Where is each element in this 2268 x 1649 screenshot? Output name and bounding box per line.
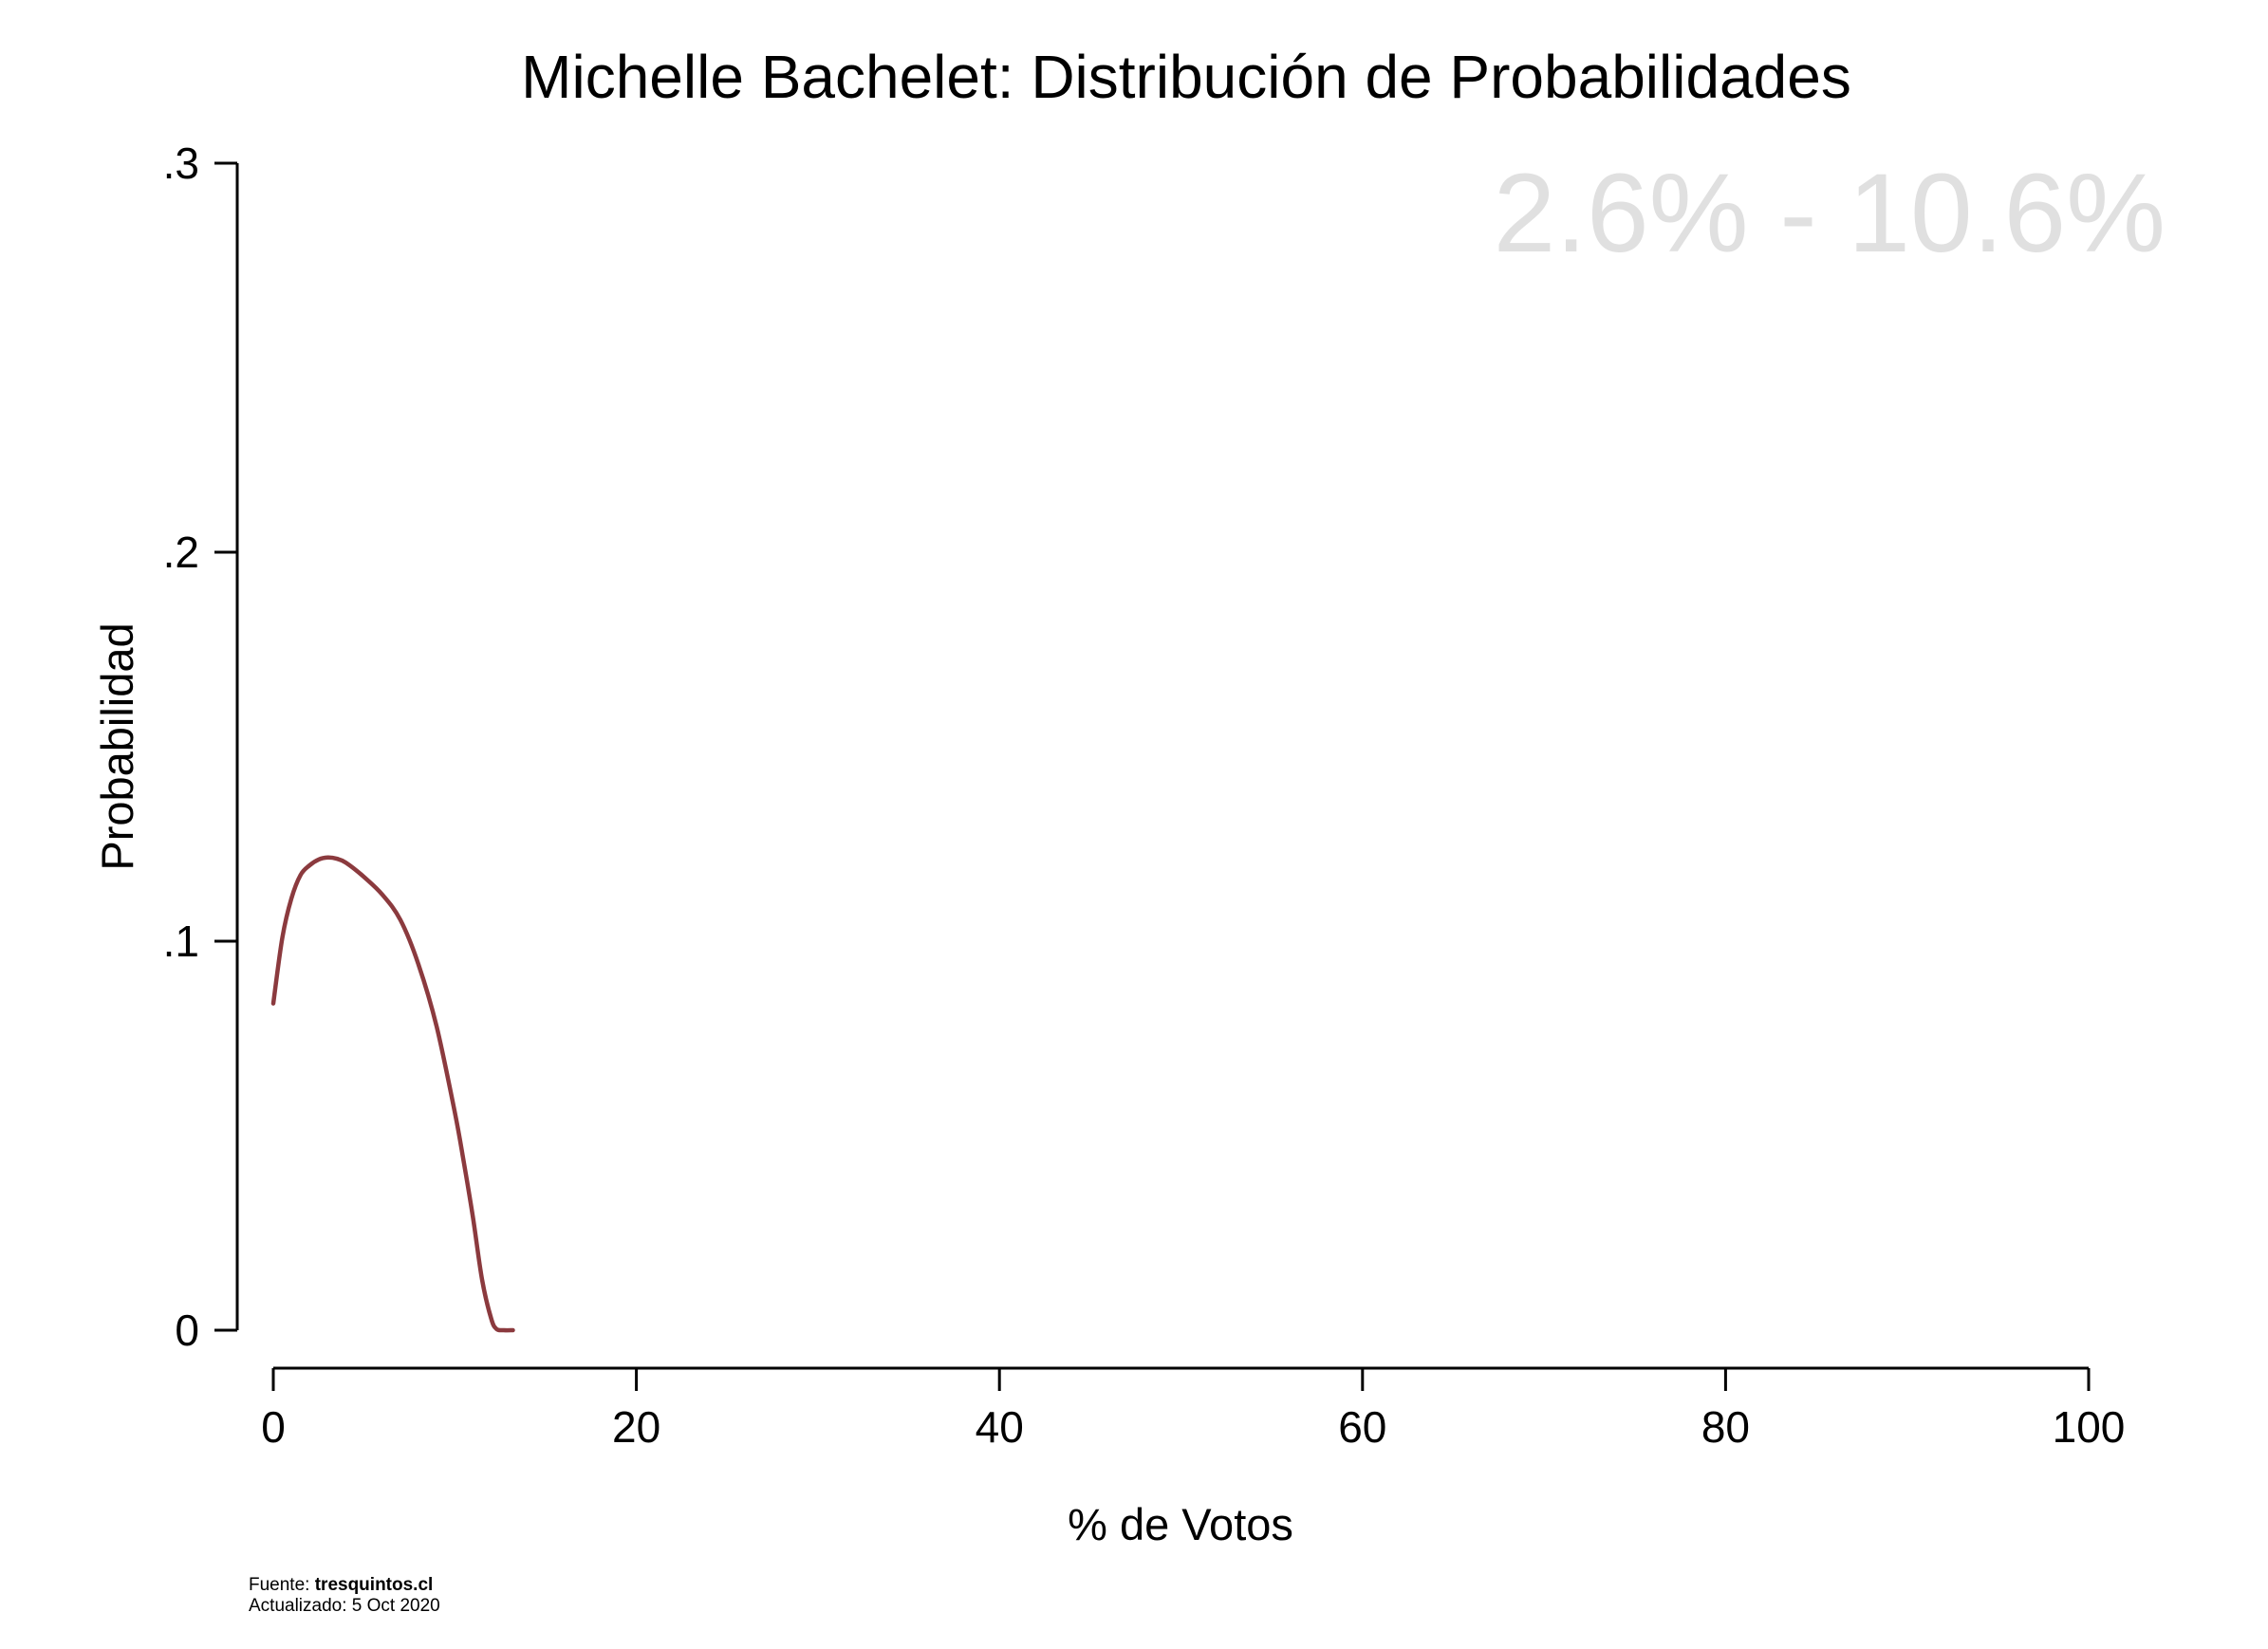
x-tick-label: 80 bbox=[1701, 1402, 1750, 1452]
density-line bbox=[270, 855, 515, 1333]
y-axis-title: Probabilidad bbox=[92, 622, 142, 870]
x-axis-title: % de Votos bbox=[1068, 1499, 1293, 1549]
source-label: Fuente: bbox=[249, 1575, 315, 1595]
y-tick-label: .2 bbox=[163, 528, 199, 577]
x-tick-label: 60 bbox=[1338, 1402, 1386, 1452]
footer: Fuente: tresquintos.cl Actualizado: 5 Oc… bbox=[249, 1575, 440, 1617]
y-ticks: 0 .1 .2 .3 bbox=[163, 139, 237, 1355]
x-tick-label: 0 bbox=[261, 1402, 286, 1452]
source-link[interactable]: tresquintos.cl bbox=[314, 1575, 434, 1595]
y-tick-label: .3 bbox=[163, 139, 199, 188]
y-tick-label: 0 bbox=[175, 1306, 199, 1355]
x-tick-label: 40 bbox=[976, 1402, 1024, 1452]
x-tick-label: 100 bbox=[2053, 1402, 2126, 1452]
updated-line: Actualizado: 5 Oct 2020 bbox=[249, 1596, 440, 1616]
range-annotation: 2.6% - 10.6% bbox=[1494, 151, 2166, 276]
y-tick-label: .1 bbox=[163, 917, 199, 966]
x-ticks: 0 20 40 60 80 100 bbox=[261, 1368, 2125, 1452]
x-tick-label: 20 bbox=[612, 1402, 660, 1452]
source-line: Fuente: tresquintos.cl bbox=[249, 1575, 440, 1596]
series-layer bbox=[270, 855, 515, 1333]
chart-title: Michelle Bachelet: Distribución de Proba… bbox=[521, 43, 1851, 111]
